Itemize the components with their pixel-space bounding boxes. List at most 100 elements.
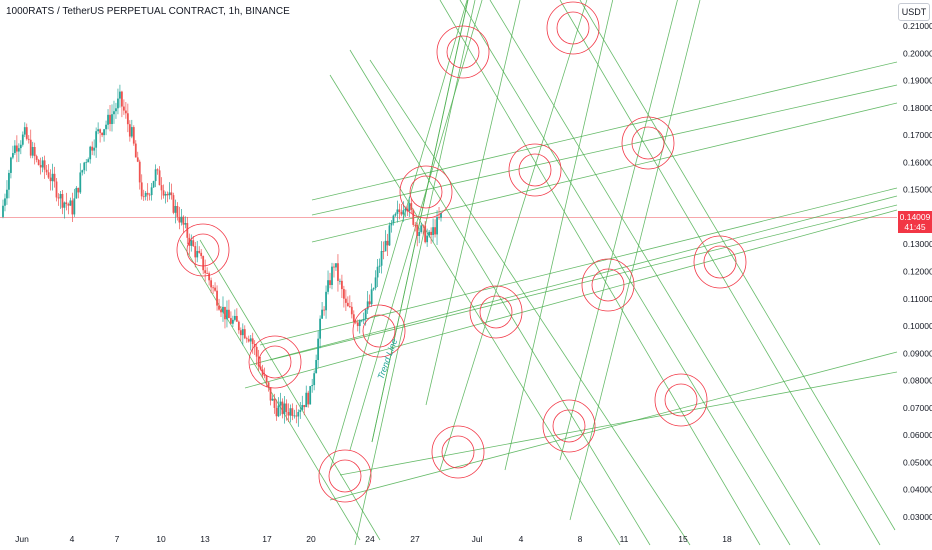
candle-body xyxy=(313,373,316,386)
candle-body xyxy=(2,205,4,217)
x-tick-label: 7 xyxy=(115,534,120,544)
candle-body xyxy=(162,190,165,196)
candle-body xyxy=(327,280,329,292)
candle-body xyxy=(283,403,286,415)
candle-body xyxy=(356,322,359,327)
fan-line xyxy=(311,84,898,216)
y-tick-label: 0.13000 xyxy=(903,239,932,249)
candle-body xyxy=(370,289,373,305)
candle-body xyxy=(255,346,258,357)
fan-line xyxy=(349,49,651,546)
candle-body xyxy=(414,224,417,226)
candle-body xyxy=(25,127,28,139)
candle-body xyxy=(192,240,195,247)
candle-body xyxy=(164,194,167,196)
candle-body xyxy=(43,160,46,170)
x-tick-label: 24 xyxy=(365,534,375,544)
candle-body xyxy=(97,129,100,132)
candle-body xyxy=(12,153,14,158)
candle-body xyxy=(323,309,325,311)
candle-body xyxy=(53,173,56,182)
candle-body xyxy=(41,160,44,168)
candle-body xyxy=(348,306,351,307)
candle-body xyxy=(27,138,30,140)
candle-body xyxy=(126,113,129,125)
candle-body xyxy=(428,231,431,236)
candle-body xyxy=(317,338,320,361)
candle-body xyxy=(271,398,274,401)
candle-body xyxy=(237,321,240,331)
candle-body xyxy=(89,146,92,160)
candle-body xyxy=(132,127,135,144)
candle-body xyxy=(212,287,214,289)
fan-line xyxy=(559,0,881,546)
fan-line xyxy=(249,195,898,366)
candle-body xyxy=(51,173,54,182)
candle-body xyxy=(61,193,64,208)
candle-body xyxy=(376,266,379,278)
candle-body xyxy=(154,169,157,182)
candle-body xyxy=(138,161,141,183)
candle-body xyxy=(337,263,339,281)
candle-body xyxy=(83,162,86,171)
fan-line xyxy=(311,61,898,201)
candle-body xyxy=(148,194,151,196)
candle-body xyxy=(430,231,432,235)
y-tick-label: 0.18000 xyxy=(903,103,932,113)
target-circles xyxy=(176,1,747,503)
bar-countdown: 41:45 xyxy=(904,222,926,232)
fan-line xyxy=(504,0,614,471)
candle-body xyxy=(374,277,377,289)
fan-line xyxy=(489,0,821,546)
target-circle-outer xyxy=(469,285,523,339)
candle-body xyxy=(202,256,205,271)
x-tick-label: 4 xyxy=(519,534,524,544)
candle-body xyxy=(354,321,357,323)
candle-body xyxy=(63,202,66,208)
candle-body xyxy=(39,165,42,168)
candle-body xyxy=(265,376,268,383)
currency-unit-button[interactable]: USDT xyxy=(898,3,930,21)
candle-body xyxy=(372,288,375,290)
y-tick-label: 0.04000 xyxy=(903,485,932,495)
candle-body xyxy=(75,187,78,199)
candle-body xyxy=(232,319,234,324)
target-circle-inner xyxy=(328,459,362,493)
candle-body xyxy=(33,147,36,157)
candle-body xyxy=(99,129,102,133)
candle-body xyxy=(49,177,52,182)
candle-body xyxy=(77,187,80,193)
candle-body xyxy=(303,405,306,408)
candle-body xyxy=(342,289,345,299)
candle-body xyxy=(121,91,123,107)
target-circle-inner xyxy=(441,435,475,469)
y-tick-label: 0.17000 xyxy=(903,130,932,140)
fan-line xyxy=(369,59,691,546)
candle-body xyxy=(10,157,12,173)
candle-body xyxy=(204,270,207,274)
candle-body xyxy=(432,227,434,235)
candle-body xyxy=(136,157,139,162)
candle-body xyxy=(21,134,24,145)
candle-body xyxy=(13,145,16,154)
y-tick-label: 0.12000 xyxy=(903,267,932,277)
fan-line xyxy=(244,209,898,389)
candle-body xyxy=(158,170,161,186)
fan-line xyxy=(579,0,896,531)
candle-body xyxy=(279,401,282,406)
target-circle-outer xyxy=(546,1,600,55)
target-circle-inner xyxy=(552,409,586,443)
candle-body xyxy=(230,318,232,324)
y-tick-label: 0.11000 xyxy=(903,294,932,304)
fan-line xyxy=(329,0,468,471)
candle-body xyxy=(206,273,209,274)
candle-body xyxy=(224,306,226,320)
candle-body xyxy=(350,306,353,315)
x-tick-label: 20 xyxy=(306,534,316,544)
target-circle-outer xyxy=(352,304,406,358)
candle-body xyxy=(144,192,147,197)
candle-body xyxy=(152,181,155,188)
candle-body xyxy=(170,192,173,196)
candle-body xyxy=(305,392,308,408)
